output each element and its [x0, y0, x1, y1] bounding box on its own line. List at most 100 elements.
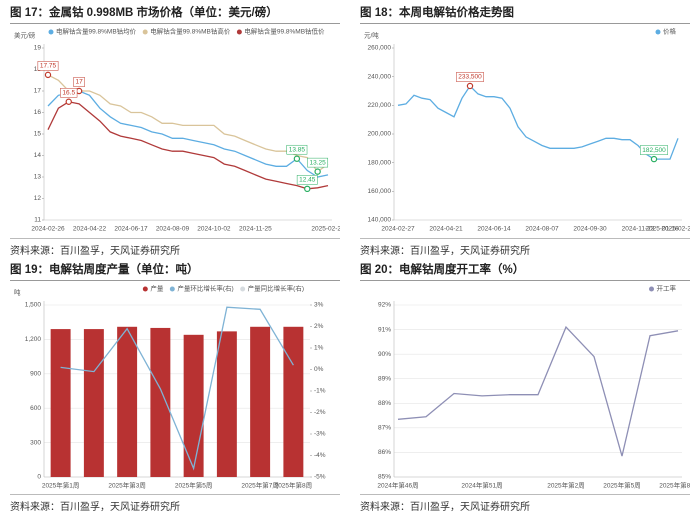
x-tick-label: 2025年第8周 [659, 481, 690, 490]
series-line [60, 306, 294, 471]
bar [183, 334, 204, 477]
label-box [286, 144, 308, 155]
bar [283, 326, 304, 477]
point-marker [65, 98, 72, 105]
y-tick-label: 90% [378, 351, 391, 358]
x-tick-label: 2024-06-17 [114, 226, 148, 233]
y-tick-label: 13 [34, 174, 42, 181]
series-line [397, 84, 679, 160]
legend-label: 价格 [663, 27, 677, 36]
y-tick-label: 18 [34, 66, 42, 73]
label-box [456, 72, 484, 82]
data-label: 17.75 [40, 63, 57, 70]
legend-label: 电解钴含量99.8%MB钴低价 [244, 27, 325, 36]
y-tick-label: 200,000 [368, 131, 392, 138]
y-tick-label: 88% [378, 400, 391, 407]
figure-title: 图 20：电解钴周度开工率（%） [360, 261, 690, 281]
x-tick-label: 2025年第5周 [175, 481, 213, 490]
x-tick-label: 2024-11-23 [622, 226, 655, 233]
series-line [397, 325, 679, 457]
y2-tick-label: 1% [314, 345, 324, 352]
chart: 美元/磅 11 12 13 14 15 16 17 18 19 2024-02-26 2024-04-… [14, 27, 340, 233]
y-tick-label: 160,000 [368, 188, 392, 195]
y-tick-label: 19 [34, 45, 42, 52]
label-box [37, 61, 59, 71]
bar [117, 326, 138, 477]
y-tick-label: 180,000 [368, 159, 392, 166]
point-marker [650, 155, 658, 163]
legend-swatch [240, 286, 246, 292]
bar [50, 329, 71, 477]
x-tick-label: 2024-06-14 [477, 226, 511, 233]
y-tick-label: 600 [30, 405, 41, 412]
x-tick-label: 2025年第1周 [42, 481, 80, 490]
y-axis-label: 吨 [14, 288, 21, 297]
y-tick-label: 89% [378, 375, 391, 382]
y-tick-label: 260,000 [368, 45, 392, 52]
y-tick-label: 140,000 [368, 217, 392, 224]
y-tick-label: 300 [30, 439, 41, 446]
legend-swatch [655, 29, 661, 35]
y2-tick-label: 0% [314, 366, 324, 373]
point-marker [293, 155, 301, 162]
y-axis-label: 美元/磅 [14, 31, 36, 40]
y-tick-label: 86% [378, 449, 391, 456]
y-tick-label: 87% [378, 425, 391, 432]
point-marker [304, 185, 311, 193]
y-tick-label: 17 [34, 88, 42, 95]
x-tick-label: 2024-04-21 [429, 226, 463, 233]
legend-label: 产量同比增长率(右) [248, 284, 304, 293]
source-note: 资料来源：百川盈孚，天风证券研究所 [360, 238, 690, 257]
x-tick-label: 2025年第8周 [275, 481, 313, 490]
x-tick-label: 2024-09-30 [573, 226, 607, 233]
data-label: 17 [75, 79, 83, 86]
source-note: 资料来源：百川盈孚，天风证券研究所 [360, 494, 690, 513]
bar [250, 326, 271, 477]
legend-swatch [236, 29, 242, 35]
legend-label: 产量 [150, 284, 164, 293]
source-note: 资料来源：百川盈孚，天风证券研究所 [10, 238, 340, 257]
y-tick-label: 240,000 [368, 73, 392, 80]
x-tick-label: 2024-10-02 [197, 226, 231, 233]
point-marker [314, 168, 321, 175]
series-line [47, 74, 329, 173]
y2-tick-label: 2% [314, 323, 324, 330]
label-box [73, 77, 85, 87]
x-tick-label: 2025年第7周 [241, 481, 279, 490]
x-tick-label: 2024-11-25 [239, 226, 272, 233]
data-label: 233,500 [458, 74, 482, 81]
series-line [47, 90, 329, 178]
y-tick-label: 14 [34, 152, 42, 159]
label-box [296, 175, 318, 185]
y2-tick-label: -2% [314, 409, 326, 416]
y-tick-label: 15 [34, 131, 42, 138]
y-tick-label: 91% [378, 326, 391, 333]
x-tick-label: 2024-02-27 [381, 226, 415, 233]
chart: 85% 86% 87% 88% 89% 90% 91% 92% 2024年第46周 2024年第5… [377, 284, 690, 490]
data-label: 13.85 [289, 146, 306, 153]
point-marker [466, 82, 474, 90]
data-label: 16.5 [62, 89, 75, 96]
data-label: 12.45 [299, 177, 316, 184]
y-tick-label: 16 [34, 109, 42, 116]
legend-swatch [169, 286, 175, 292]
legend-swatch [142, 29, 148, 35]
x-tick-label: 2024-04-22 [73, 226, 107, 233]
legend-label: 电解钴含量99.8%MB钴高价 [150, 27, 231, 36]
bar [216, 331, 237, 477]
y-tick-label: 1,500 [25, 302, 42, 309]
figure-title: 图 18：本周电解钴价格走势图 [360, 4, 690, 24]
y-tick-label: 92% [378, 302, 391, 309]
x-tick-label: 2025年第5周 [603, 481, 641, 490]
point-marker [44, 71, 52, 79]
legend-swatch [48, 29, 54, 35]
x-tick-label: 2024年第46周 [377, 481, 418, 490]
legend-swatch [649, 286, 654, 292]
legend-swatch [142, 286, 148, 292]
x-tick-label: 2024-08-09 [156, 226, 190, 233]
y-tick-label: 11 [34, 217, 41, 224]
y-tick-label: 220,000 [368, 102, 392, 109]
figure-title: 图 17：金属钴 0.998MB 市场价格（单位：美元/磅） [10, 4, 340, 24]
x-tick-label: 2025-01-16 [645, 226, 679, 233]
